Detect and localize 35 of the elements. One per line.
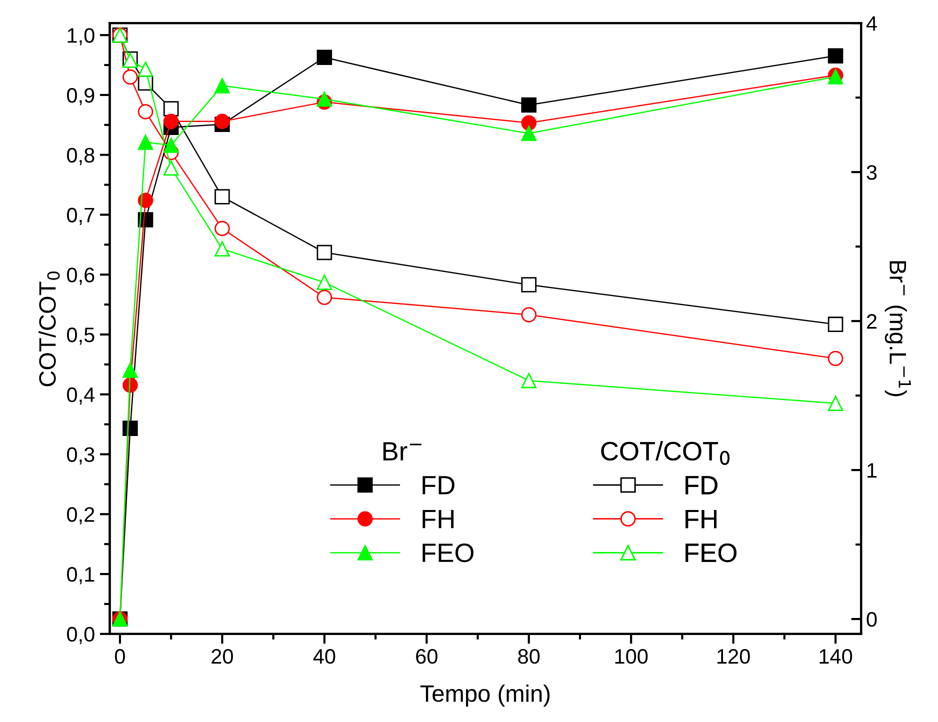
y2-tick-label: 2 — [866, 314, 876, 329]
legend-label: FD — [686, 476, 718, 494]
y-tick-label: 0,3 — [67, 447, 94, 464]
y-tick-label: 0,2 — [67, 507, 94, 524]
x-tick-label: 100 — [615, 649, 648, 664]
y2-tick-label: 1 — [868, 463, 877, 478]
y-tick-label: 0,5 — [67, 328, 94, 345]
x-tick-label: 60 — [416, 649, 438, 664]
x-tick-label: 120 — [718, 649, 750, 664]
legend-label: FD — [422, 476, 454, 494]
text: COT/COT$_{0}$ — [601, 441, 730, 465]
y-tick-label: 0,0 — [67, 626, 94, 644]
y2-axis-title: Br$^{−}$ (mg.L$^{−1}$) — [884, 261, 911, 396]
legend-label: FEO — [422, 544, 474, 562]
y-axis-title: COT/COT$_{0}$ — [38, 272, 60, 386]
y-tick-label: 0,1 — [67, 567, 94, 584]
y2-tick-label: 0 — [866, 612, 877, 627]
y2-tick-label: 3 — [866, 165, 877, 180]
y-tick-label: 0,6 — [67, 268, 94, 285]
legend-label: FEO — [686, 544, 736, 562]
y-tick-label: 0,8 — [67, 148, 94, 166]
legend-label: FH — [422, 510, 454, 528]
x-tick-label: 0 — [114, 649, 125, 664]
y-tick-label: 0,7 — [67, 208, 94, 225]
y-tick-label: 0,9 — [67, 88, 94, 106]
x-tick-label: 20 — [212, 649, 233, 664]
x-tick-label: 80 — [518, 649, 540, 664]
x-axis-title: Tempo (min) — [420, 684, 550, 707]
y-tick-label: 1,0 — [68, 28, 94, 46]
y-tick-label: 0,4 — [67, 387, 95, 405]
legend-label: FH — [686, 510, 716, 528]
x-tick-label: 140 — [820, 649, 852, 664]
y2-tick-label: 4 — [866, 16, 877, 31]
text: Br$^{−}$ — [383, 442, 422, 460]
x-tick-label: 40 — [313, 649, 336, 664]
